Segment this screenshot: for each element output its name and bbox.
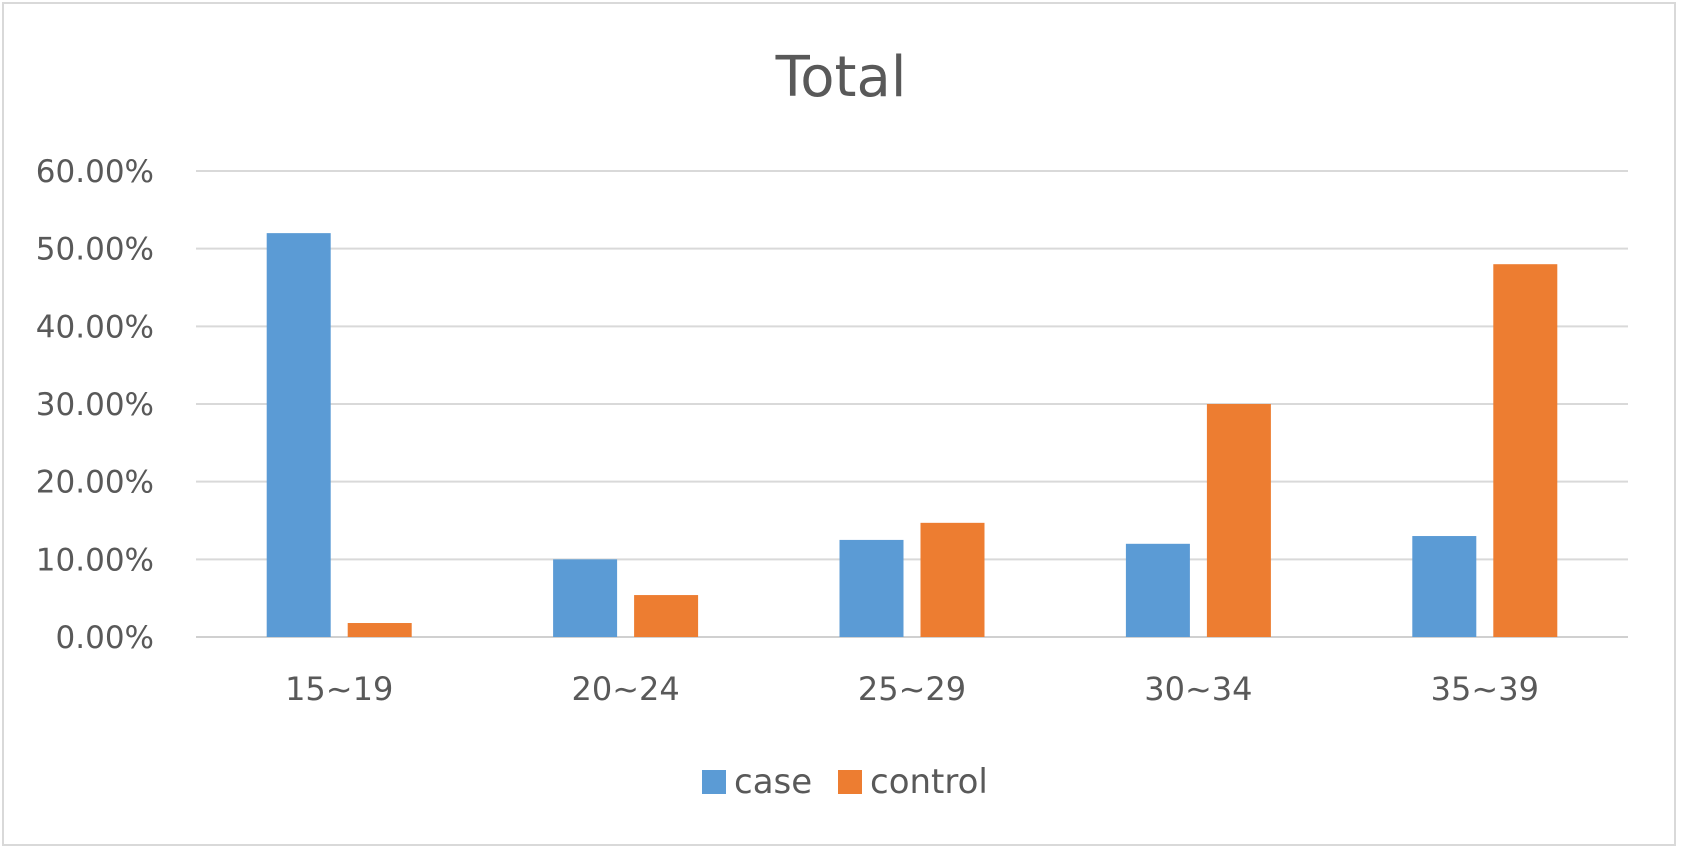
bar-case-2	[553, 559, 618, 637]
legend-label-control: control	[870, 762, 988, 802]
bar-control-4	[1206, 404, 1271, 637]
y-axis-ticks: 0.00% 10.00% 20.00% 30.00% 40.00% 50.00% 60.00…	[36, 154, 154, 656]
y-tick-label: 40.00%	[36, 309, 154, 345]
y-tick-label: 50.00%	[36, 232, 154, 268]
x-axis-ticks: 15~19 20~24 25~29 30~34 35~39	[285, 670, 1539, 708]
bar-case-3	[839, 539, 904, 637]
x-tick-label: 20~24	[571, 670, 679, 708]
y-tick-label: 60.00%	[36, 154, 154, 190]
bars	[266, 233, 1558, 637]
legend-label-case: case	[734, 762, 812, 802]
x-tick-label: 30~34	[1144, 670, 1252, 708]
y-tick-label: 0.00%	[56, 620, 154, 656]
legend: case control	[702, 762, 988, 802]
bar-control-5	[1493, 264, 1558, 637]
y-tick-label: 10.00%	[36, 542, 154, 578]
chart-title: Total	[775, 45, 907, 110]
bar-control-3	[920, 522, 985, 637]
x-tick-label: 25~29	[858, 670, 966, 708]
bar-case-4	[1125, 543, 1190, 637]
bar-case-5	[1412, 536, 1477, 637]
x-tick-label: 35~39	[1431, 670, 1539, 708]
gridlines	[196, 170, 1628, 638]
bar-control-1	[347, 623, 412, 637]
y-tick-label: 20.00%	[36, 465, 154, 501]
legend-swatch-case	[702, 770, 726, 794]
legend-swatch-control	[838, 770, 862, 794]
bar-control-2	[634, 595, 699, 637]
y-tick-label: 30.00%	[36, 387, 154, 423]
x-tick-label: 15~19	[285, 670, 393, 708]
bar-case-1	[266, 233, 331, 637]
